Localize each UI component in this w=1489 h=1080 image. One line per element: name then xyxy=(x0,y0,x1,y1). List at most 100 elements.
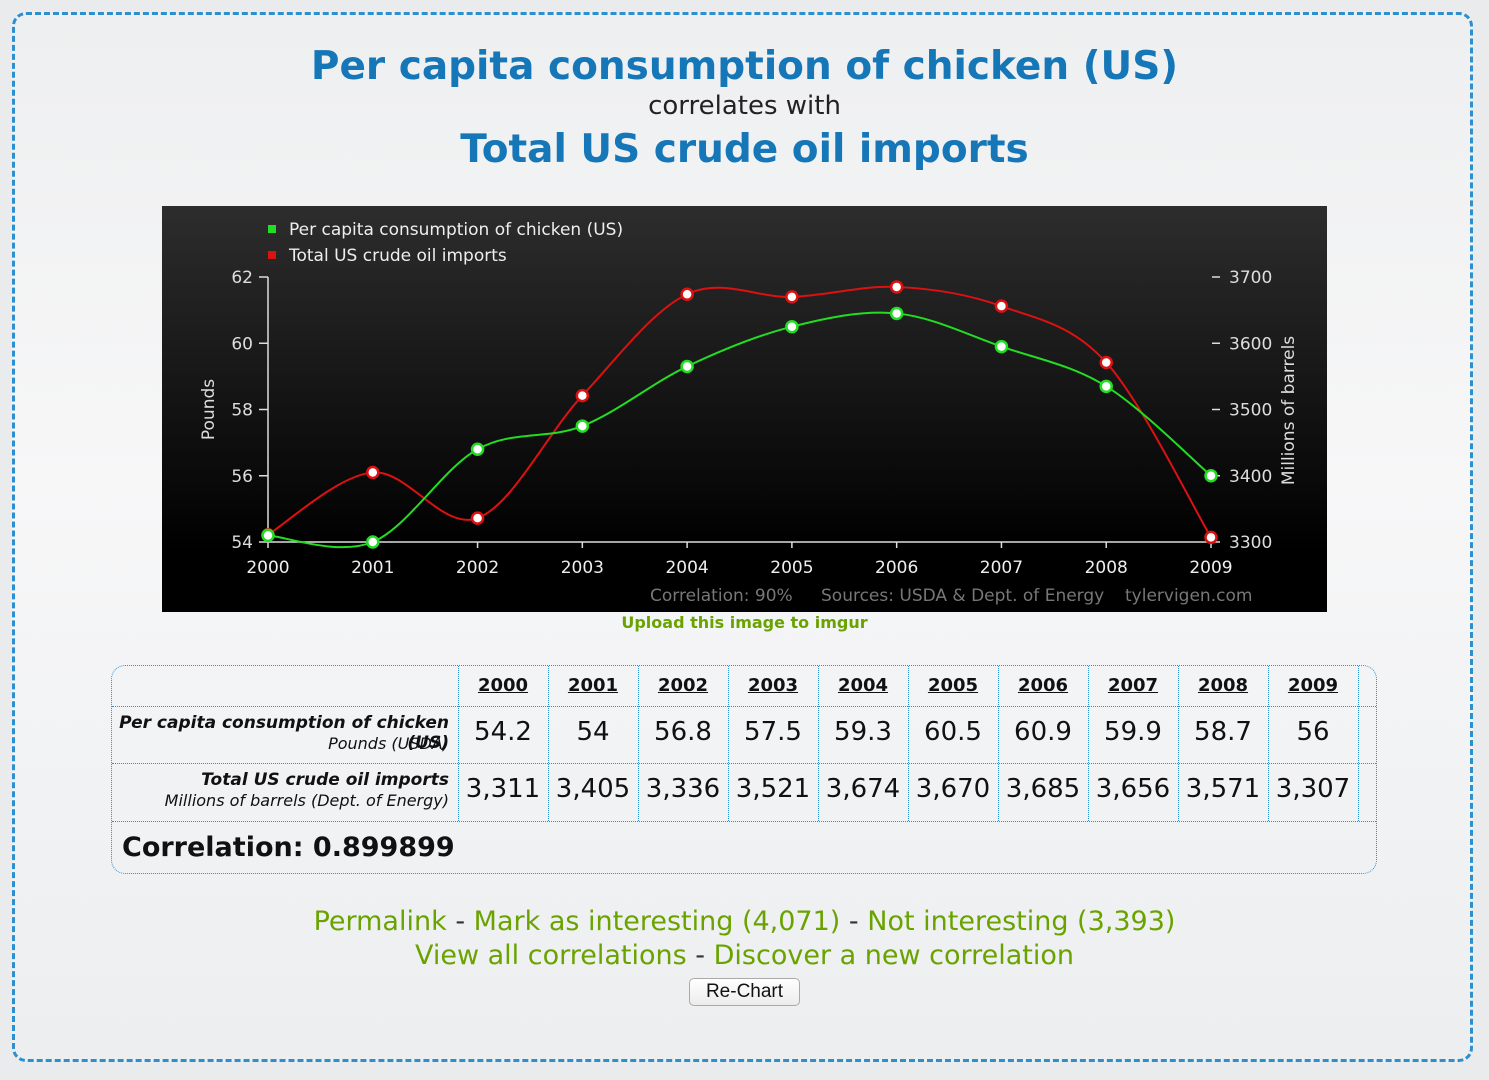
row-sublabel: Pounds (USDA) xyxy=(328,734,449,753)
y-left-tick-label: 60 xyxy=(231,334,253,354)
table-cell: 3,307 xyxy=(1275,774,1351,804)
year-header: 2002 xyxy=(657,675,709,696)
table-cell: 3,674 xyxy=(825,774,901,804)
y-right-tick-label: 3700 xyxy=(1229,268,1272,288)
table-cell: 54.2 xyxy=(474,717,532,747)
table-cell: 60.5 xyxy=(924,717,982,747)
links-row-1: Permalink - Mark as interesting (4,071) … xyxy=(0,906,1489,937)
y-left-tick-label: 54 xyxy=(231,533,253,553)
point-chicken xyxy=(680,359,694,374)
point-oil xyxy=(1204,530,1218,545)
year-header: 2000 xyxy=(477,675,529,696)
point-oil xyxy=(785,290,799,304)
data-table: 2000 2001 2002 2003 2004 2005 2006 2007 2008 2009… xyxy=(111,665,1377,874)
separator: - xyxy=(695,940,706,971)
table-cell: 59.9 xyxy=(1104,717,1162,747)
y-left-tick-label: 58 xyxy=(231,401,253,421)
point-chicken xyxy=(1099,379,1113,394)
table-cell: 59.3 xyxy=(834,717,892,747)
rechart-button[interactable]: Re-Chart xyxy=(689,978,800,1006)
legend-label: Per capita consumption of chicken (US) xyxy=(289,220,623,240)
table-cell: 3,311 xyxy=(465,774,541,804)
view-all-correlations-link[interactable]: View all correlations xyxy=(414,940,687,971)
correlates-with-text: correlates with xyxy=(648,91,841,121)
point-chicken xyxy=(994,339,1009,354)
table-cell: 3,521 xyxy=(735,774,811,804)
upload-imgur-link[interactable]: Upload this image to imgur xyxy=(621,613,868,632)
year-header: 2007 xyxy=(1107,675,1159,696)
table-cell: 3,685 xyxy=(1005,774,1081,804)
table-row-divider xyxy=(112,821,1376,822)
table-col-divider xyxy=(1088,666,1089,821)
table-cell: 3,571 xyxy=(1185,774,1261,804)
x-tick-label: 2006 xyxy=(875,558,918,578)
table-cell: 3,656 xyxy=(1095,774,1171,804)
chart: 54 56 58 60 62 3300 3400 3500 3600 3700 2000 2001 20… xyxy=(162,206,1327,612)
row-label: Per capita consumption of chicken (US) xyxy=(119,713,449,753)
year-header: 2005 xyxy=(927,675,979,696)
series-line-oil xyxy=(267,285,1212,538)
point-chicken xyxy=(785,319,799,334)
x-tick-label: 2002 xyxy=(456,558,499,578)
correlation-value: Correlation: 0.899899 xyxy=(122,832,455,863)
row-sublabel: Millions of barrels (Dept. of Energy) xyxy=(164,791,449,810)
table-col-divider xyxy=(1358,666,1359,821)
table-col-divider xyxy=(908,666,909,821)
y-right-tick-label: 3600 xyxy=(1229,334,1272,354)
point-chicken xyxy=(575,419,590,433)
table-cell: 3,670 xyxy=(915,774,991,804)
x-tick-label: 2009 xyxy=(1189,558,1232,578)
point-oil xyxy=(1099,355,1113,370)
point-oil xyxy=(366,465,380,480)
mark-interesting-link[interactable]: Mark as interesting (4,071) xyxy=(473,906,841,937)
year-header: 2001 xyxy=(567,675,619,696)
table-col-divider xyxy=(1268,666,1269,821)
permalink-link[interactable]: Permalink xyxy=(313,906,447,937)
x-tick-label: 2007 xyxy=(980,558,1023,578)
table-col-divider xyxy=(818,666,819,821)
point-chicken xyxy=(366,535,380,549)
table-col-divider xyxy=(638,666,639,821)
point-chicken xyxy=(261,528,275,543)
legend-swatch xyxy=(268,251,276,259)
table-cell: 57.5 xyxy=(744,717,802,747)
table-cell: 54 xyxy=(576,717,610,747)
row-label: Total US crude oil imports xyxy=(201,770,449,790)
table-cell: 60.9 xyxy=(1014,717,1072,747)
x-tick-label: 2008 xyxy=(1085,558,1128,578)
not-interesting-link[interactable]: Not interesting (3,393) xyxy=(867,906,1176,937)
series1-title: Per capita consumption of chicken (US) xyxy=(310,44,1179,89)
table-cell: 56.8 xyxy=(654,717,712,747)
series2-title: Total US crude oil imports xyxy=(460,127,1029,172)
legend-label: Total US crude oil imports xyxy=(288,246,507,266)
table-col-divider xyxy=(1178,666,1179,821)
year-header: 2003 xyxy=(747,675,799,696)
separator: - xyxy=(455,906,466,937)
table-col-divider xyxy=(548,666,549,821)
table-cell: 58.7 xyxy=(1194,717,1252,747)
chart-svg: 54 56 58 60 62 3300 3400 3500 3600 3700 2000 2001 20… xyxy=(199,220,1299,606)
table-cell: 56 xyxy=(1296,717,1330,747)
y-left-tick-label: 56 xyxy=(231,467,253,487)
point-chicken xyxy=(889,306,904,321)
discover-correlation-link[interactable]: Discover a new correlation xyxy=(713,940,1075,971)
x-tick-label: 2004 xyxy=(665,558,708,578)
x-tick-label: 2001 xyxy=(351,558,394,578)
table-row-divider xyxy=(112,706,1376,707)
y-right-tick-label: 3400 xyxy=(1229,467,1272,487)
point-oil xyxy=(994,299,1009,313)
table-col-divider xyxy=(458,666,459,821)
separator: - xyxy=(848,906,859,937)
point-oil xyxy=(889,280,904,294)
point-chicken xyxy=(1204,469,1218,483)
table-col-divider xyxy=(728,666,729,821)
year-header: 2009 xyxy=(1287,675,1339,696)
y-axis-left-title: Pounds xyxy=(199,379,219,440)
point-oil xyxy=(680,287,694,301)
x-tick-label: 2003 xyxy=(561,558,604,578)
links-row-2: View all correlations - Discover a new c… xyxy=(0,940,1489,971)
point-oil xyxy=(575,388,590,403)
y-right-tick-label: 3300 xyxy=(1229,533,1272,553)
table-cell: 3,336 xyxy=(645,774,721,804)
point-oil xyxy=(470,511,485,525)
